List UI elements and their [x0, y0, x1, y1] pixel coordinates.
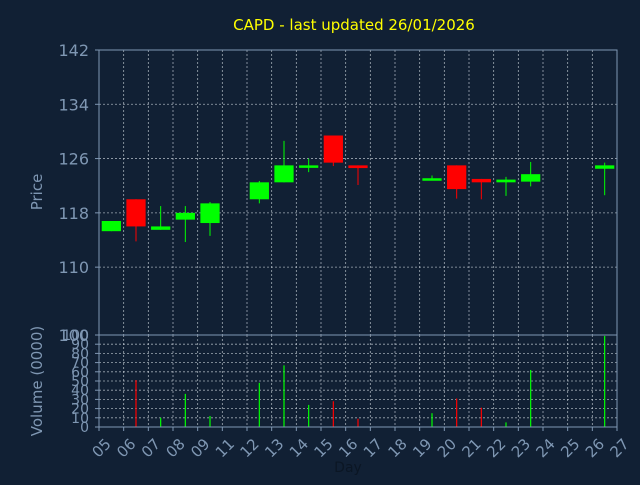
volume-tick-label: 70 — [71, 356, 89, 372]
x-tick-label: 05 — [89, 435, 115, 461]
volume-tick-label: 20 — [71, 402, 89, 418]
volume-grid — [99, 335, 617, 427]
candle-body — [200, 203, 220, 224]
price-tick-label: 134 — [58, 95, 89, 114]
price-plot-frame — [98, 49, 618, 336]
volume-tick-label: 90 — [71, 337, 89, 353]
x-tick-label: 11 — [212, 435, 238, 461]
price-tick-label: 126 — [58, 150, 89, 169]
x-tick-label: 08 — [163, 435, 189, 461]
x-tick-label: 07 — [138, 435, 164, 461]
candle-body — [175, 212, 195, 220]
candlestick-series — [101, 135, 615, 243]
x-tick-label: 24 — [533, 435, 559, 461]
x-tick-label: 18 — [385, 435, 411, 461]
x-tick-label: 22 — [483, 435, 509, 461]
candle-body — [151, 226, 171, 230]
candle-body — [595, 165, 615, 169]
price-tick-label: 142 — [58, 41, 89, 60]
candle-body — [101, 221, 121, 232]
candle-body — [521, 174, 541, 182]
volume-tick-label: 100 — [62, 328, 89, 344]
x-tick-label: 15 — [311, 435, 337, 461]
price-tick-label: 100 — [58, 326, 89, 345]
x-tick-label: 13 — [261, 435, 287, 461]
candle-body — [471, 178, 491, 183]
price-tick-label: 118 — [58, 204, 89, 223]
candle-body — [249, 182, 269, 200]
x-tick-label: 16 — [335, 435, 361, 461]
x-tick-label: 23 — [508, 435, 534, 461]
x-tick-label: 09 — [187, 435, 213, 461]
price-grid — [99, 50, 617, 335]
candle-body — [323, 135, 343, 163]
x-tick-label: 06 — [113, 435, 139, 461]
x-tick-label: 19 — [409, 435, 435, 461]
candle-body — [126, 199, 146, 227]
x-tick-label: 12 — [237, 435, 263, 461]
candle-body — [496, 179, 516, 183]
price-axis-label: Price — [28, 174, 46, 211]
x-tick-label: 20 — [434, 435, 460, 461]
x-tick-label: 25 — [557, 435, 583, 461]
candle-body — [274, 165, 294, 183]
volume-tick-label: 80 — [71, 346, 89, 362]
candle-body — [299, 165, 319, 168]
x-axis-label: Day — [334, 460, 362, 476]
x-tick-label: 14 — [286, 435, 312, 461]
x-tick-label: 26 — [582, 435, 608, 461]
price-y-ticks: 100 110 118 126 134 142 — [58, 41, 99, 345]
x-tick-label: 17 — [360, 435, 386, 461]
volume-tick-label: 10 — [71, 411, 89, 427]
candle-body — [422, 178, 442, 181]
x-ticks: 0506070809111213141516171819202122232425… — [89, 427, 633, 461]
volume-plot-frame — [98, 334, 618, 428]
volume-tick-label: 60 — [71, 365, 89, 381]
x-tick-label: 21 — [459, 435, 485, 461]
volume-tick-label: 30 — [71, 392, 89, 408]
volume-tick-label: 0 — [80, 420, 89, 436]
volume-tick-label: 50 — [71, 374, 89, 390]
price-tick-label: 110 — [58, 258, 89, 277]
candle-body — [348, 165, 368, 169]
x-tick-label: 27 — [607, 435, 633, 461]
candle-body — [447, 165, 467, 190]
volume-series — [135, 335, 606, 427]
volume-axis-label: Volume (0000) — [28, 326, 46, 436]
chart-title: CAPD - last updated 26/01/2026 — [233, 16, 475, 34]
volume-tick-label: 40 — [71, 383, 89, 399]
